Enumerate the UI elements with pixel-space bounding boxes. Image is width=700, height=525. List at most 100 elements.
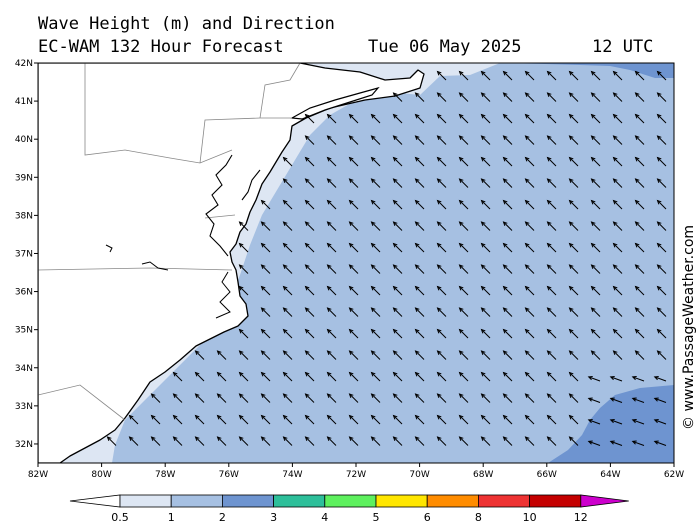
wave-arrow [282,436,293,446]
wave-arrow [612,285,623,296]
wave-arrow [458,156,469,167]
wave-arrow [260,350,271,360]
wave-arrow [656,92,667,102]
wave-arrow [502,178,513,188]
wave-arrow [546,70,557,81]
wave-arrow [282,285,293,296]
wave-arrow [590,178,601,188]
wave-arrow [524,135,535,145]
wave-arrow [348,371,359,382]
wave-arrow [282,307,293,317]
wave-arrow [590,328,601,339]
wave-arrow [436,371,447,382]
wave-arrow [304,328,315,339]
wave-arrow [612,221,623,231]
wave-arrow [436,221,447,231]
lon-label: 74W [282,470,302,480]
wave-arrow [502,307,513,317]
wave-arrow [392,221,403,231]
wave-arrow [392,350,403,360]
wave-arrow [392,285,403,296]
wave-arrow [414,221,425,231]
wave-arrow [656,264,667,274]
wave-arrow [524,70,535,81]
wave-arrow [392,328,403,339]
wave-arrow [392,113,403,124]
wave-arrow [590,350,601,360]
wave-arrow [656,328,667,339]
wave-arrow [524,113,535,124]
wave-arrow [502,264,513,274]
wave-arrow [480,307,491,317]
wave-arrow [612,307,623,317]
wave-arrow [326,393,337,403]
lat-label: 39N [15,173,33,183]
wave-arrow [653,418,667,425]
colorbar-cell [426,494,479,508]
wave-arrow [587,397,601,403]
wave-arrow [546,113,557,124]
wave-arrow [326,350,337,360]
wave-arrow [458,113,469,124]
wave-arrow [326,242,337,253]
wave-arrow [260,393,271,403]
wave-arrow [458,350,469,360]
wave-arrow [612,113,623,124]
wave-arrow [480,199,491,210]
wave-arrow [631,440,645,446]
state-borders [38,63,301,421]
wave-arrow [524,156,535,167]
wave-arrow [348,393,359,403]
wave-arrow [656,221,667,231]
wave-arrow [502,92,513,102]
wave-arrow [282,393,293,403]
wave-arrow [436,199,447,210]
lon-label: 82W [28,470,48,480]
lake [141,261,169,271]
wave-arrow [370,135,381,145]
wave-arrow [458,285,469,296]
forecast-date: Tue 06 May 2025 [368,37,522,57]
wave-arrow [480,350,491,360]
wave-arrow [436,113,447,124]
wave-arrow [502,285,513,296]
land [38,63,425,463]
wave-arrow [414,328,425,339]
wave-arrow [656,285,667,296]
wave-arrow [414,371,425,382]
lon-label: 78W [155,470,175,480]
wave-arrow [370,178,381,188]
wave-arrow [502,70,513,81]
wave-arrow [348,242,359,253]
wave-arrow [634,350,645,360]
wave-arrow [480,221,491,231]
lat-label: 40N [15,135,33,145]
wave-arrow [568,92,579,102]
wave-arrow [150,414,161,425]
wave-arrow [370,350,381,360]
wave-arrow [392,135,403,145]
wave-arrow [304,285,315,296]
long-island [290,86,380,120]
wave-arrow [304,156,315,167]
colorbar-cell [170,494,223,508]
wave-arrow [414,135,425,145]
wave-arrow [590,264,601,274]
wave-arrow [634,156,645,167]
wave-arrow [587,375,601,382]
wave-arrow [392,307,403,317]
lon-label: 76W [219,470,239,480]
wave-arrow [546,264,557,274]
wave-arrow [546,199,557,210]
wave-arrow [348,436,359,446]
wave-arrow [216,436,227,446]
wave-arrow [304,350,315,360]
wave-arrow [436,307,447,317]
wave-arrow [436,156,447,167]
wave-arrow [656,113,667,124]
wave-arrow [348,178,359,188]
wave-arrow [172,393,183,403]
wave-arrow [634,328,645,339]
wave-arrow [370,328,381,339]
wave-arrow [612,350,623,360]
